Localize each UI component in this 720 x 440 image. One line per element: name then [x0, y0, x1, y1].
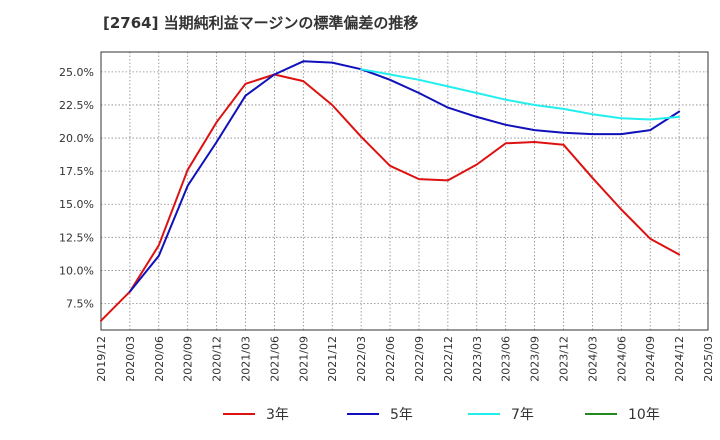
x-tick-label: 2020/03: [124, 336, 137, 382]
plot-frame: [100, 51, 709, 331]
x-tick-label: 2024/03: [586, 336, 599, 382]
x-tick-label: 2024/09: [644, 336, 657, 382]
plot-area: [101, 52, 708, 330]
y-tick-label: 12.5%: [59, 231, 94, 244]
x-tick-label: 2022/12: [442, 336, 455, 382]
series-line: [128, 60, 681, 293]
x-tick-label: 2024/12: [673, 336, 686, 382]
legend-label: 3年: [266, 407, 289, 423]
x-tick-label: 2021/09: [297, 336, 310, 382]
x-tick-label: 2021/03: [240, 336, 253, 382]
series-line: [100, 73, 681, 322]
x-tick-label: 2020/12: [211, 336, 224, 382]
series-line: [360, 68, 681, 121]
x-tick-label: 2024/06: [615, 336, 628, 382]
x-tick-label: 2021/12: [326, 336, 339, 382]
y-tick-label: 15.0%: [59, 198, 94, 211]
y-tick-label: 20.0%: [59, 132, 94, 145]
x-tick-label: 2020/09: [182, 336, 195, 382]
x-tick-label: 2022/09: [413, 336, 426, 382]
x-tick-label: 2020/06: [153, 336, 166, 382]
y-tick-label: 17.5%: [59, 165, 94, 178]
legend-label: 10年: [628, 407, 660, 423]
x-tick-label: 2023/06: [500, 336, 513, 382]
x-tick-label: 2023/09: [529, 336, 542, 382]
y-tick-label: 7.5%: [66, 298, 94, 311]
x-tick-label: 2025/03: [702, 336, 715, 382]
legend-label: 7年: [511, 407, 534, 423]
x-tick-label: 2022/06: [384, 336, 397, 382]
x-tick-label: 2019/12: [95, 336, 108, 382]
x-tick-label: 2023/12: [557, 336, 570, 382]
legend-label: 5年: [390, 407, 413, 423]
chart-title: [2764] 当期純利益マージンの標準偏差の推移: [103, 14, 419, 32]
y-tick-label: 10.0%: [59, 264, 94, 277]
y-tick-label: 25.0%: [59, 66, 94, 79]
y-tick-label: 22.5%: [59, 99, 94, 112]
x-tick-label: 2023/03: [471, 336, 484, 382]
x-tick-label: 2021/06: [268, 336, 281, 382]
x-tick-label: 2022/03: [355, 336, 368, 382]
